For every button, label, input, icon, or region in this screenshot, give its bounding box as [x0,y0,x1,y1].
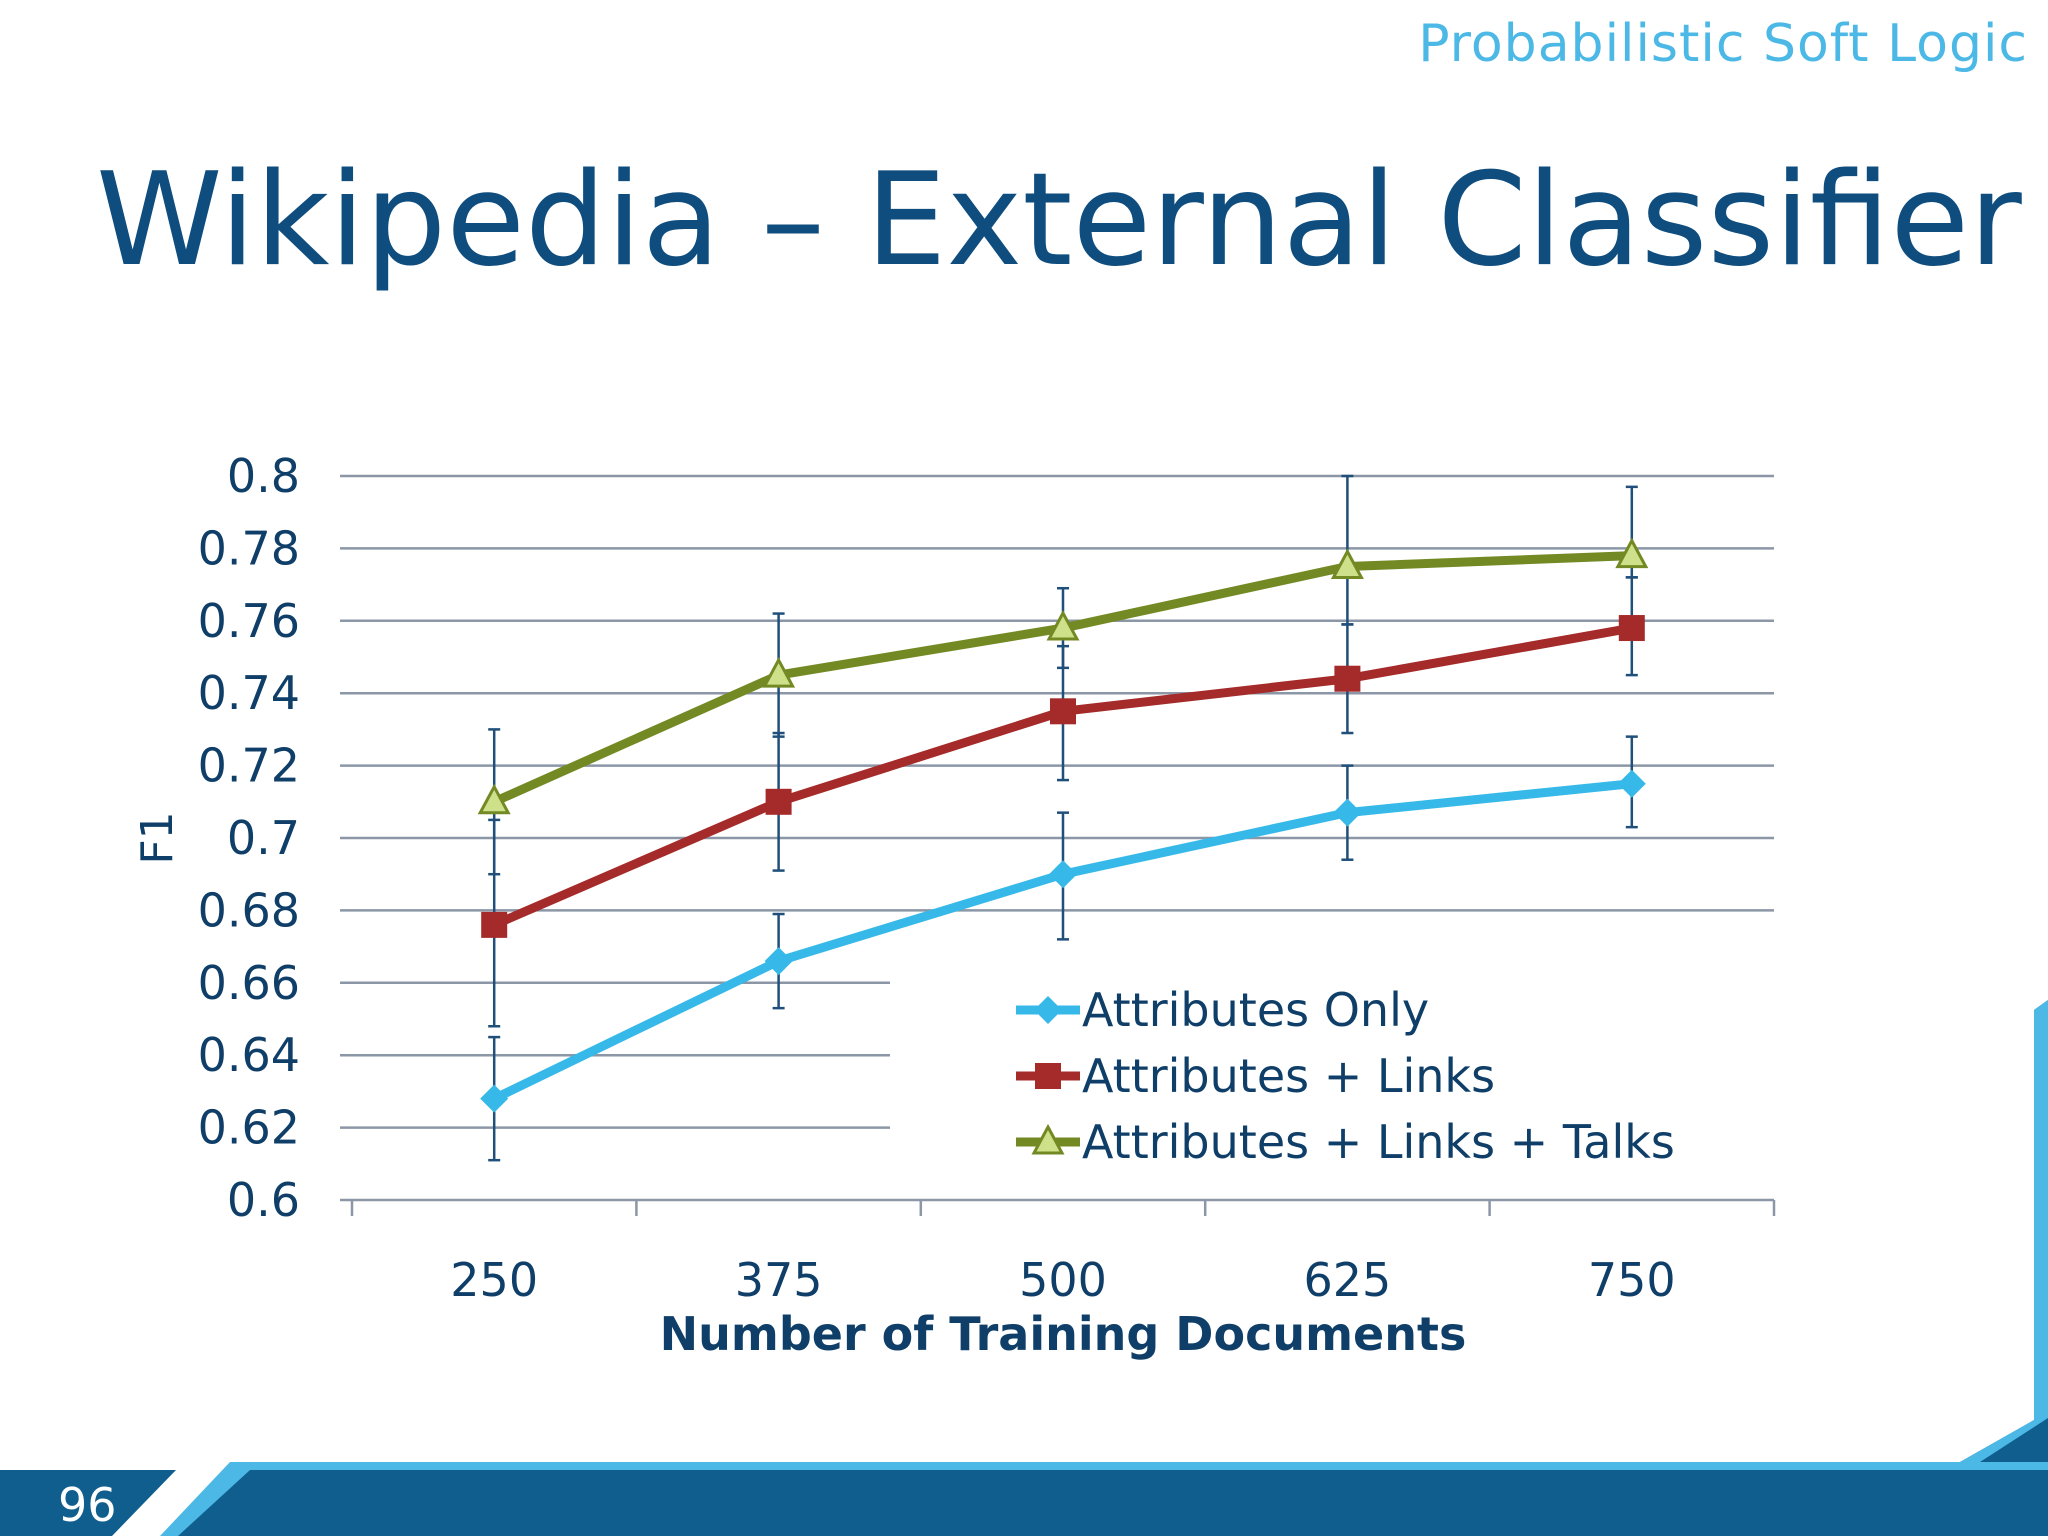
y-tick-label: 0.76 [198,594,300,648]
y-tick-label: 0.6 [227,1173,300,1227]
data-point [481,911,508,938]
y-tick-label: 0.74 [198,666,300,720]
legend-swatch-marker [1035,1063,1061,1089]
legend-label: Attributes Only [1082,983,1429,1037]
data-point [764,947,793,976]
data-point [1334,665,1361,692]
data-point [1046,609,1080,641]
brand-label: Probabilistic Soft Logic [1418,14,2028,74]
y-tick-label: 0.72 [198,739,300,793]
x-tick-label: 375 [735,1253,823,1307]
data-point [480,1084,509,1113]
data-point [1617,769,1646,798]
data-point [1333,798,1362,827]
slide-title: Wikipedia – External Classifier [96,146,2022,295]
data-point [1049,860,1077,889]
y-tick-label: 0.7 [227,811,300,865]
y-tick-label: 0.66 [198,956,300,1010]
data-point [477,783,511,815]
y-tick-label: 0.78 [198,521,300,575]
y-axis-label: F1 [132,811,183,864]
y-tick-label: 0.8 [227,449,300,503]
data-point [1330,548,1364,579]
y-tick-label: 0.68 [198,883,300,937]
y-tick-label: 0.62 [198,1101,300,1155]
legend-label: Attributes + Links [1082,1049,1495,1103]
x-tick-label: 250 [450,1253,538,1307]
x-tick-label: 625 [1303,1253,1391,1307]
x-tick-label: 750 [1588,1253,1676,1307]
y-tick-label: 0.64 [198,1028,300,1082]
legend-swatch-marker [1031,1123,1065,1155]
legend-swatch-marker [1034,996,1062,1024]
data-point [1618,615,1645,642]
data-point [1050,698,1076,725]
data-point [1615,537,1649,569]
data-point [762,656,796,688]
data-point [765,788,792,815]
header-bar [0,0,2048,120]
x-axis-label: Number of Training Documents [660,1307,1467,1361]
legend-label: Attributes + Links + Talks [1082,1115,1675,1169]
x-tick-label: 500 [1019,1253,1107,1307]
